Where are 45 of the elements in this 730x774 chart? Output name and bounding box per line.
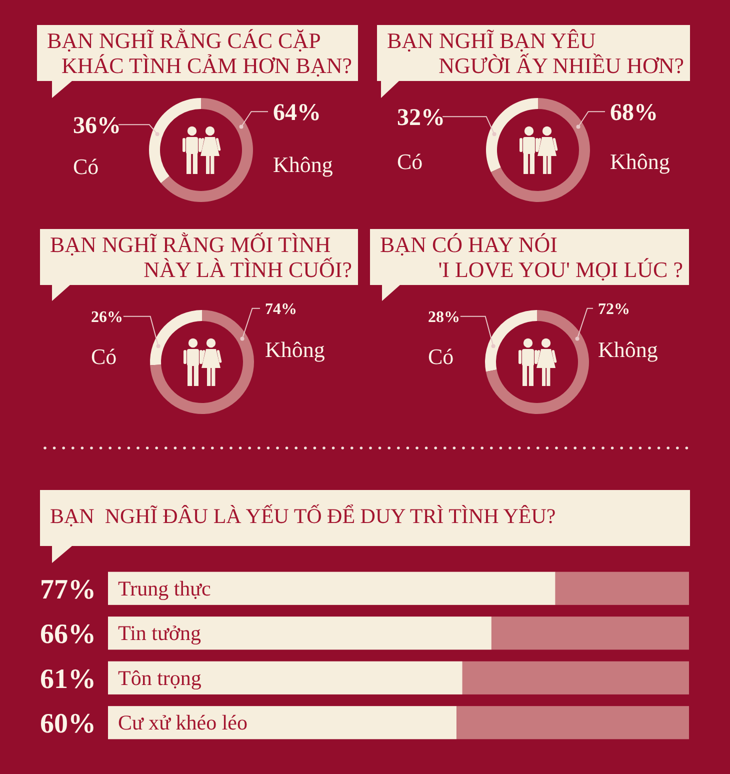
data-label: 26%: [91, 309, 123, 326]
slice-label: Có: [397, 149, 423, 174]
chart-title: BẠN NGHĨ RẰNG MỐI TÌNH NÀY LÀ TÌNH CUỐI?: [50, 232, 352, 282]
bar: [108, 706, 457, 740]
bar: [555, 572, 689, 605]
data-label: 68%: [610, 100, 658, 126]
donut-slice: [490, 98, 590, 202]
donut-slice: [149, 98, 201, 184]
donut-slice: [485, 310, 537, 372]
bar: [108, 616, 492, 650]
data-label: 28%: [428, 309, 460, 326]
slice-label: Có: [428, 344, 454, 369]
data-label: 72%: [598, 301, 630, 318]
data-label: 64%: [273, 100, 321, 126]
chart-title: BẠN NGHĨ RẰNG CÁC CẶP KHÁC TÌNH CẢM HƠN BẠN?: [47, 28, 352, 78]
data-label: 36%: [73, 113, 121, 139]
bar: [491, 616, 689, 650]
y-tick-label: Cư xử khéo léo: [118, 710, 248, 735]
slice-label: Không: [610, 149, 670, 174]
slice-label: Không: [598, 337, 658, 362]
donut-slice: [150, 310, 254, 414]
bar: [108, 661, 462, 694]
chart-title: BẠN NGHĨ BẠN YÊU NGƯỜI ẤY NHIỀU HƠN?: [387, 28, 684, 78]
donut-slice: [160, 98, 253, 202]
donut-slice: [150, 310, 202, 366]
bar: [456, 706, 689, 740]
slice-label: Không: [273, 152, 333, 177]
donut-slice: [486, 310, 589, 414]
slice-label: Không: [265, 337, 325, 362]
data-label: 66%: [40, 619, 96, 650]
bar: [108, 572, 556, 605]
data-label: 32%: [397, 105, 445, 131]
data-label: 74%: [265, 301, 297, 318]
data-label: 61%: [40, 664, 96, 695]
bar: [462, 661, 689, 694]
slice-label: Có: [91, 344, 117, 369]
chart-title: BẠN NGHĨ ĐÂU LÀ YẾU TỐ ĐỂ DUY TRÌ TÌNH YÊU?: [50, 504, 556, 528]
data-label: 77%: [40, 574, 96, 606]
donut-slice: [486, 98, 538, 172]
data-label: 60%: [40, 708, 96, 740]
slice-label: Có: [73, 154, 99, 179]
chart-title: BẠN CÓ HAY NÓI 'I LOVE YOU' MỌI LÚC ?: [380, 232, 683, 282]
y-tick-label: Tin tưởng: [118, 621, 202, 646]
y-tick-label: Trung thực: [118, 576, 211, 600]
y-tick-label: Tôn trọng: [118, 666, 202, 690]
